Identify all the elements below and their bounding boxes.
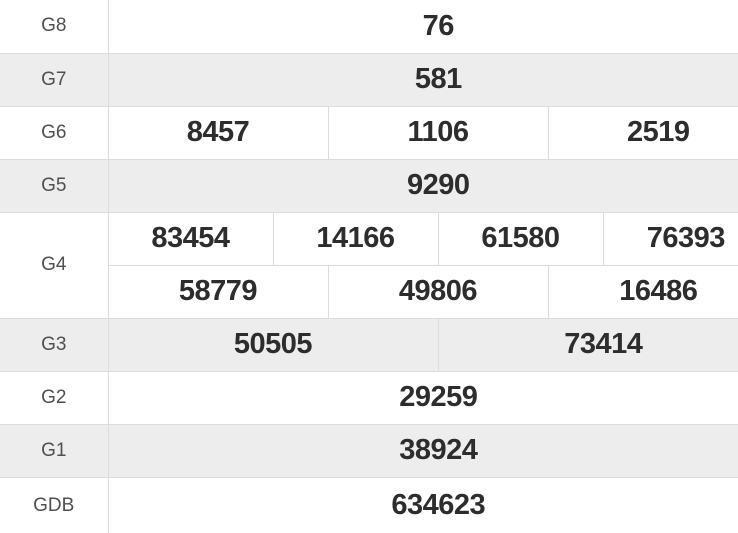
- prize-label-g5: G5: [0, 158, 109, 213]
- prize-value-g3-2: 73414: [437, 317, 738, 372]
- prize-row-g1: G1 38924: [0, 423, 738, 478]
- prize-value-g4-4: 76393: [602, 211, 738, 266]
- prize-label-g3: G3: [0, 317, 109, 372]
- prize-value-gdb: 634623: [107, 476, 738, 533]
- prize-label-g6: G6: [0, 105, 109, 160]
- prize-row-g2: G2 29259: [0, 370, 738, 425]
- prize-row-g3: G3 50505 73414: [0, 317, 738, 372]
- prize-value-g5: 9290: [107, 158, 738, 213]
- prize-label-g8: G8: [0, 0, 109, 54]
- prize-value-g6-2: 1106: [327, 105, 549, 160]
- prize-value-g6-3: 2519: [547, 105, 738, 160]
- prize-row-g7: G7 581: [0, 52, 738, 107]
- prize-row-gdb: GDB 634623: [0, 476, 738, 533]
- prize-label-g7: G7: [0, 52, 109, 107]
- prize-value-g7: 581: [107, 52, 738, 107]
- prize-row-g8: G8 76: [0, 0, 738, 54]
- prize-value-g6-1: 8457: [107, 105, 329, 160]
- prize-value-g4-6: 49806: [327, 264, 549, 319]
- prize-value-g2: 29259: [107, 370, 738, 425]
- prize-label-g4: G4: [0, 211, 109, 319]
- prize-row-g4-line2: 58779 49806 16486: [0, 264, 738, 319]
- prize-value-g3-1: 50505: [107, 317, 439, 372]
- prize-value-g1: 38924: [107, 423, 738, 478]
- prize-value-g4-1: 83454: [107, 211, 274, 266]
- prize-value-g8: 76: [107, 0, 738, 54]
- prize-row-g4-line1: G4 83454 14166 61580 76393: [0, 211, 738, 319]
- prize-label-g1: G1: [0, 423, 109, 478]
- prize-value-g4-3: 61580: [437, 211, 604, 266]
- prize-value-g4-7: 16486: [547, 264, 738, 319]
- prize-value-g4-2: 14166: [272, 211, 439, 266]
- prize-label-g2: G2: [0, 370, 109, 425]
- prize-label-gdb: GDB: [0, 476, 109, 533]
- prize-row-g5: G5 9290: [0, 158, 738, 213]
- prize-value-g4-5: 58779: [107, 264, 329, 319]
- prize-row-g6: G6 8457 1106 2519: [0, 105, 738, 160]
